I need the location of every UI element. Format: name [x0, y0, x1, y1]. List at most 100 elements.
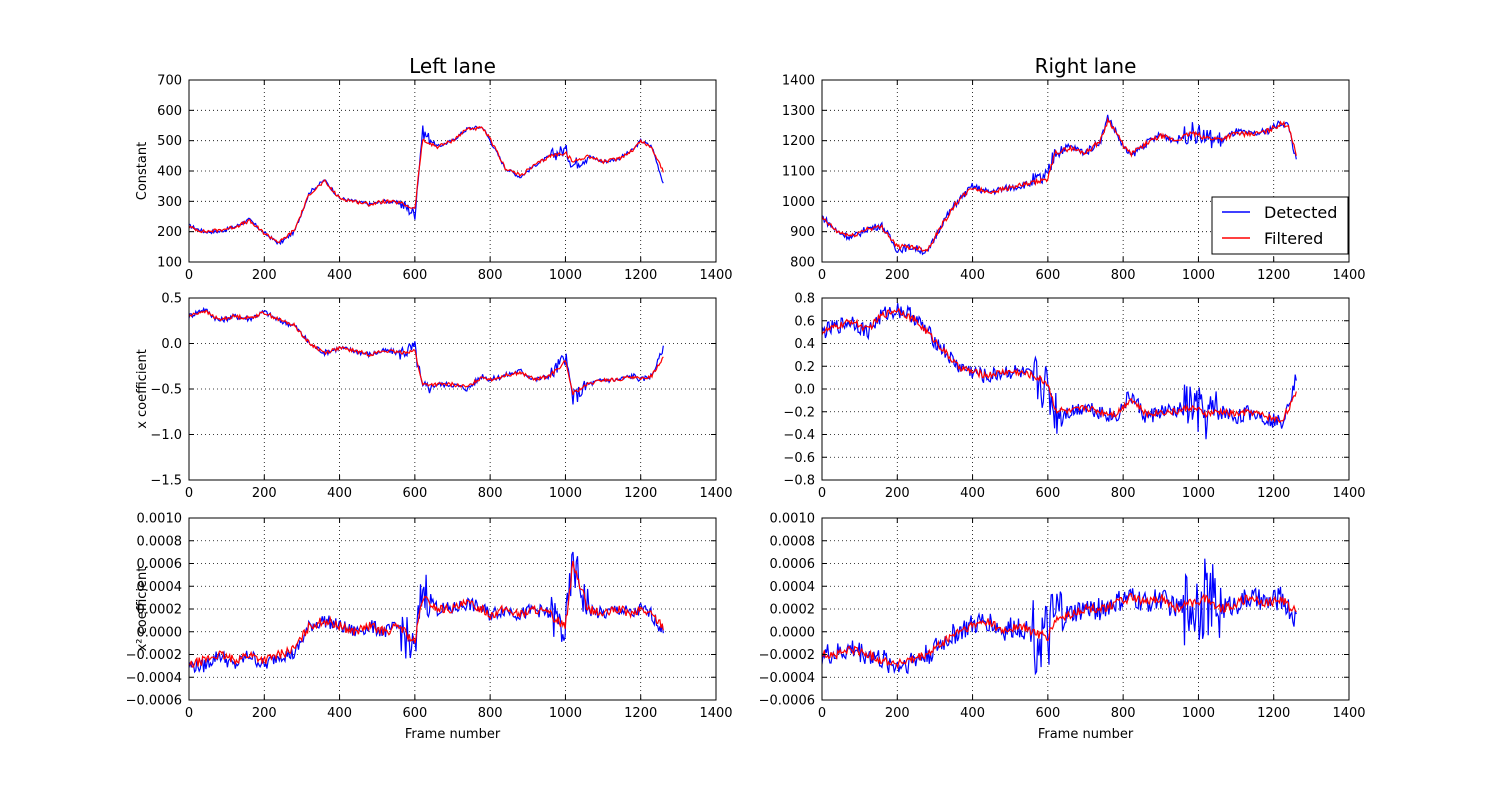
x-tick-label: 400 [327, 486, 352, 501]
y-tick-label: 0.0010 [137, 512, 183, 527]
x-tick-label: 0 [185, 706, 193, 721]
y-tick-label: −0.6 [783, 451, 815, 466]
y-tick-label: 0.0004 [137, 580, 183, 595]
y-tick-label: 500 [157, 134, 182, 149]
y-tick-label: 700 [157, 74, 182, 89]
y-tick-label: −0.0006 [126, 694, 182, 709]
y-tick-label: 1000 [782, 195, 815, 210]
x-tick-label: 400 [327, 268, 352, 283]
x-tick-label: 200 [252, 268, 277, 283]
y-tick-label: 1200 [782, 134, 815, 149]
x-tick-label: 400 [960, 706, 985, 721]
x-tick-label: 200 [885, 486, 910, 501]
y-tick-label: 900 [790, 225, 815, 240]
y-tick-label: −0.0006 [759, 694, 815, 709]
y-tick-label: 0.6 [794, 314, 815, 329]
x-tick-label: 1000 [549, 706, 582, 721]
x-axis-label: Frame number [405, 727, 501, 742]
x-tick-label: 600 [402, 706, 427, 721]
x-tick-label: 0 [818, 486, 826, 501]
x-tick-label: 1000 [549, 268, 582, 283]
y-tick-label: 1100 [782, 165, 815, 180]
y-tick-label: 0.4 [794, 337, 815, 352]
x-tick-label: 200 [885, 706, 910, 721]
x-tick-label: 800 [1111, 268, 1136, 283]
series-filtered [189, 560, 664, 668]
y-tick-label: 0.0002 [137, 603, 183, 618]
y-axis-label: Constant [135, 142, 150, 200]
y-tick-label: 0.0004 [770, 580, 816, 595]
y-tick-label: −0.5 [150, 383, 182, 398]
series-detected [822, 114, 1297, 256]
legend: Detected Filtered [1211, 196, 1349, 255]
legend-label-filtered: Filtered [1264, 229, 1323, 248]
panel-left-constant: 0 200 400 600 800 1000 1200 1400 100 200 300 400 500… [135, 54, 733, 283]
x-tick-label: 1400 [1332, 268, 1365, 283]
y-tick-label: 0.0 [794, 383, 815, 398]
y-tick-label: −1.5 [150, 474, 182, 489]
y-tick-label: 1300 [782, 104, 815, 119]
y-tick-label: 0.0000 [137, 625, 183, 640]
y-tick-label: 0.0008 [137, 534, 183, 549]
panel-right-x2: 0 200 400 600 800 1000 1200 1400 −0.0006 −0.0004 −… [759, 512, 1366, 743]
y-tick-label: 800 [790, 256, 815, 271]
series-filtered [189, 125, 664, 244]
x-axis-label: Frame number [1038, 727, 1134, 742]
x-tick-label: 0 [185, 486, 193, 501]
x-tick-label: 200 [252, 706, 277, 721]
y-tick-label: 0.2 [794, 360, 815, 375]
y-tick-label: −0.0002 [126, 648, 182, 663]
y-tick-label: 0.8 [794, 292, 815, 307]
x-tick-label: 1200 [1257, 706, 1290, 721]
y-tick-label: 0.0000 [770, 625, 816, 640]
x-tick-label: 200 [885, 268, 910, 283]
x-tick-label: 1400 [1332, 706, 1365, 721]
y-tick-label: 600 [157, 104, 182, 119]
y-tick-label: −0.0004 [126, 671, 182, 686]
x-tick-label: 400 [960, 268, 985, 283]
series-detected [189, 551, 664, 674]
x-tick-label: 1400 [1332, 486, 1365, 501]
x-tick-label: 800 [478, 486, 503, 501]
x-tick-label: 1000 [1182, 706, 1215, 721]
panel-title: Left lane [409, 54, 496, 78]
x-tick-label: 0 [185, 268, 193, 283]
y-tick-label: 1400 [782, 74, 815, 89]
legend-box [1211, 196, 1349, 255]
x-tick-label: 200 [252, 486, 277, 501]
x-tick-label: 0 [818, 706, 826, 721]
x-tick-label: 600 [1035, 706, 1060, 721]
x-tick-label: 1200 [1257, 486, 1290, 501]
y-axis-label: x² coefficient [135, 567, 150, 652]
series-filtered [822, 592, 1297, 670]
x-tick-label: 1200 [1257, 268, 1290, 283]
series-filtered [822, 307, 1297, 424]
y-tick-label: 0.0006 [137, 557, 183, 572]
y-tick-label: 200 [157, 225, 182, 240]
x-tick-label: 400 [327, 706, 352, 721]
series-detected [189, 306, 664, 405]
x-tick-label: 400 [960, 486, 985, 501]
x-tick-label: 600 [402, 268, 427, 283]
x-tick-label: 1200 [624, 706, 657, 721]
panel-left-x: 0 200 400 600 800 1000 1200 1400 −1.5 −1.0 −0.5 0.0… [135, 292, 733, 502]
series-filtered [189, 309, 664, 396]
x-tick-label: 600 [402, 486, 427, 501]
x-tick-label: 1000 [1182, 268, 1215, 283]
y-tick-label: 0.0008 [770, 534, 816, 549]
x-tick-label: 1000 [1182, 486, 1215, 501]
y-tick-label: −0.2 [783, 405, 815, 420]
y-tick-label: −0.0002 [759, 648, 815, 663]
y-tick-label: 0.0010 [770, 512, 816, 527]
y-tick-label: 0.0002 [770, 603, 816, 618]
x-tick-label: 800 [478, 706, 503, 721]
y-tick-label: 0.5 [161, 292, 182, 307]
y-tick-label: −0.4 [783, 428, 815, 443]
legend-label-detected: Detected [1264, 203, 1337, 222]
y-tick-label: −0.8 [783, 474, 815, 489]
x-tick-label: 800 [478, 268, 503, 283]
y-tick-label: 0.0 [161, 337, 182, 352]
y-tick-label: 300 [157, 195, 182, 210]
